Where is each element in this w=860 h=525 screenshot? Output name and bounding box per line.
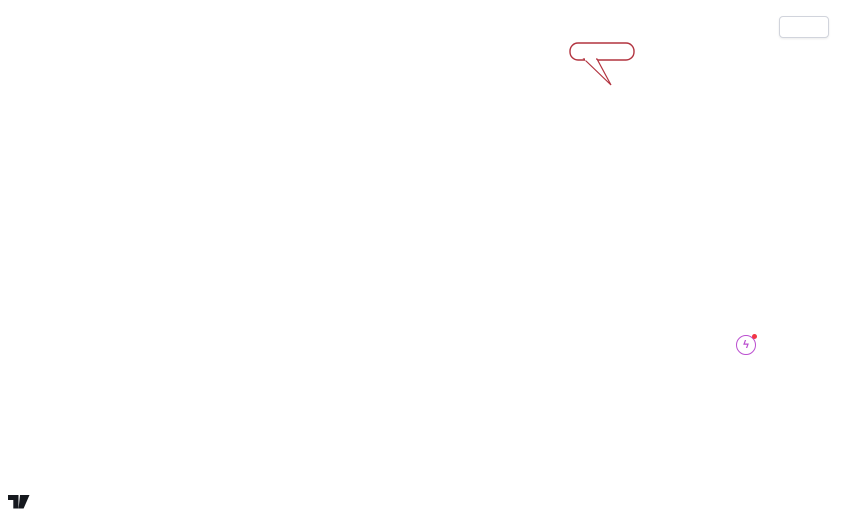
trendline-callout[interactable] (569, 42, 635, 86)
currency-button[interactable] (779, 16, 829, 38)
sma-legend-row (11, 46, 17, 59)
ema-legend-row (11, 33, 17, 46)
notification-dot (752, 334, 757, 339)
rsi-legend (11, 356, 23, 367)
symbol-ohlc-row (11, 20, 17, 33)
boost-icon[interactable]: ϟ (736, 334, 757, 355)
tradingview-logo[interactable] (8, 495, 37, 509)
tradingview-mark-icon (8, 495, 30, 509)
lightning-icon: ϟ (743, 338, 749, 351)
symbol-legend (11, 20, 17, 59)
